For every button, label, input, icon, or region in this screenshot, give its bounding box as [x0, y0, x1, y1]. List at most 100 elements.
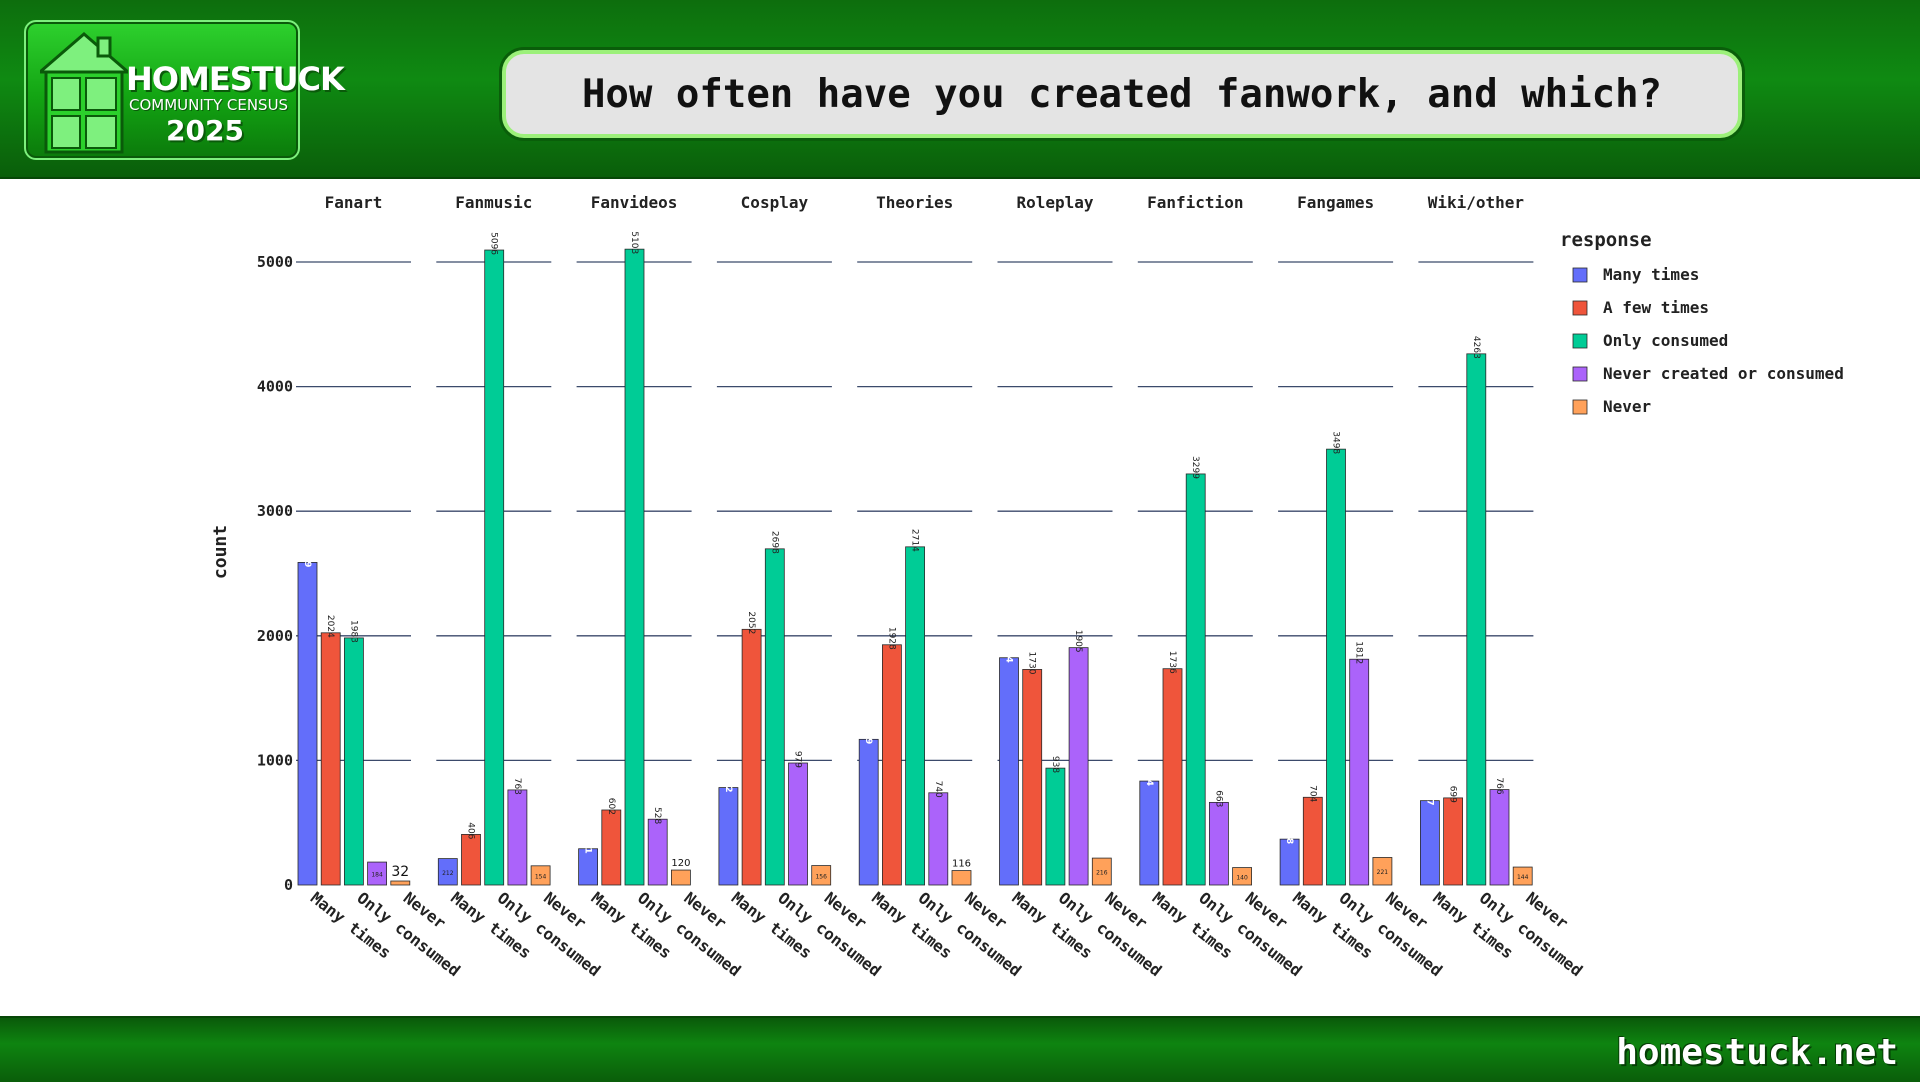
x-tick-label: Many times: [1149, 888, 1237, 962]
legend-swatch: [1572, 366, 1588, 382]
bar-value-label: 677: [1424, 787, 1434, 806]
bar: [320, 632, 341, 886]
bar-value-label: 3299: [1190, 456, 1200, 479]
bar-value-label: 1928: [886, 627, 896, 650]
bar: [507, 789, 528, 886]
bar-value-label: 154: [535, 873, 547, 880]
facet-title: Fangames: [1297, 193, 1374, 212]
legend-swatch: [1572, 300, 1588, 316]
bar-value-label: 2589: [302, 542, 312, 567]
x-tick-label: Many times: [588, 888, 676, 962]
bar: [741, 628, 762, 886]
bar: [1443, 797, 1463, 886]
bar: [297, 562, 318, 886]
house-icon: [40, 32, 128, 154]
facet-title: Fanmusic: [455, 193, 532, 212]
x-tick-label: Many times: [1009, 888, 1097, 962]
legend-swatch: [1572, 333, 1588, 349]
y-axis-label: count: [210, 525, 231, 579]
legend-entry: Many times: [1603, 265, 1699, 284]
bar: [1326, 448, 1346, 886]
bar: [601, 809, 622, 886]
bar: [671, 869, 691, 886]
bar-value-label: 368: [1284, 825, 1294, 844]
bar: [1091, 857, 1112, 886]
logo-year: 2025: [166, 114, 244, 147]
legend-title: response: [1560, 229, 1652, 251]
y-tick-label: 4000: [257, 378, 293, 396]
bar-value-label: 834: [1144, 767, 1154, 786]
x-tick-label: Many times: [1429, 888, 1517, 962]
bar-value-label: 144: [1517, 874, 1529, 881]
facet-title: Fanfiction: [1147, 193, 1243, 212]
bar-value-label: 184: [371, 872, 383, 879]
facet-title: Roleplay: [1016, 193, 1093, 212]
bar-value-label: 1736: [1167, 651, 1177, 674]
bar: [905, 546, 925, 886]
bar: [788, 762, 808, 886]
bar-value-label: 704: [1307, 785, 1317, 802]
bar-value-label: 766: [1494, 777, 1504, 794]
bar: [1139, 780, 1160, 886]
bar-value-label: 221: [1377, 869, 1389, 876]
y-tick-label: 0: [284, 876, 293, 894]
bar: [367, 861, 388, 886]
bar-value-label: 1169: [863, 719, 873, 744]
bar-value-label: 212: [442, 870, 454, 877]
x-tick-label: Many times: [447, 888, 535, 962]
bar-value-label: 663: [1213, 790, 1223, 807]
bar: [1279, 838, 1300, 886]
bar-value-label: 740: [933, 781, 943, 798]
bar: [858, 738, 879, 886]
bar-value-label: 120: [671, 858, 690, 869]
bar: [1420, 800, 1440, 886]
bar: [951, 870, 972, 886]
y-tick-label: 5000: [257, 253, 293, 271]
bar: [1466, 353, 1487, 886]
x-tick-label: Many times: [307, 888, 395, 962]
footer-url: homestuck.net: [1616, 1032, 1898, 1073]
bar-value-label: 1730: [1027, 652, 1037, 675]
bar-value-label: 5096: [489, 232, 499, 255]
logo-title: HOMESTUCK: [126, 60, 345, 98]
bar: [811, 865, 832, 886]
facet-title: Theories: [876, 193, 953, 212]
bar: [928, 792, 949, 886]
header-banner: HOMESTUCK COMMUNITY CENSUS 2025 How ofte…: [0, 0, 1920, 179]
x-tick-label: Many times: [868, 888, 956, 962]
bar: [1022, 669, 1043, 886]
census-logo: HOMESTUCK COMMUNITY CENSUS 2025: [24, 20, 345, 160]
footer-banner: homestuck.net: [0, 1016, 1920, 1082]
bar: [1512, 866, 1533, 886]
bar-value-label: 979: [793, 751, 803, 768]
bar-value-label: 216: [1096, 870, 1108, 877]
bar: [461, 834, 481, 886]
bar-value-label: 699: [1448, 786, 1458, 803]
bar-value-label: 406: [466, 822, 476, 839]
bar: [530, 865, 551, 886]
y-tick-label: 2000: [257, 627, 293, 645]
facet-title: Wiki/other: [1428, 193, 1524, 212]
x-tick-label: Many times: [728, 888, 816, 962]
bar: [882, 644, 902, 886]
bar-value-label: 291: [583, 835, 593, 854]
facet-title: Fanvideos: [591, 193, 678, 212]
bar-value-label: 2052: [746, 611, 756, 634]
bar-value-label: 763: [512, 778, 522, 795]
bar-value-label: 1824: [1004, 638, 1014, 663]
bar: [1489, 789, 1510, 886]
bar-value-label: 2024: [325, 615, 335, 638]
bar: [437, 858, 458, 886]
y-tick-label: 3000: [257, 502, 293, 520]
logo-subtitle: COMMUNITY CENSUS: [129, 96, 289, 114]
bar: [390, 880, 411, 886]
bar-value-label: 1812: [1354, 641, 1364, 664]
bar: [1372, 857, 1393, 886]
facet-title: Cosplay: [741, 193, 809, 212]
legend-swatch: [1572, 267, 1588, 283]
bar-value-label: 140: [1236, 874, 1248, 881]
bar-value-label: 32: [391, 864, 409, 880]
bar: [1068, 647, 1089, 886]
bar-value-label: 156: [815, 873, 827, 880]
bar-value-label: 602: [606, 798, 616, 815]
